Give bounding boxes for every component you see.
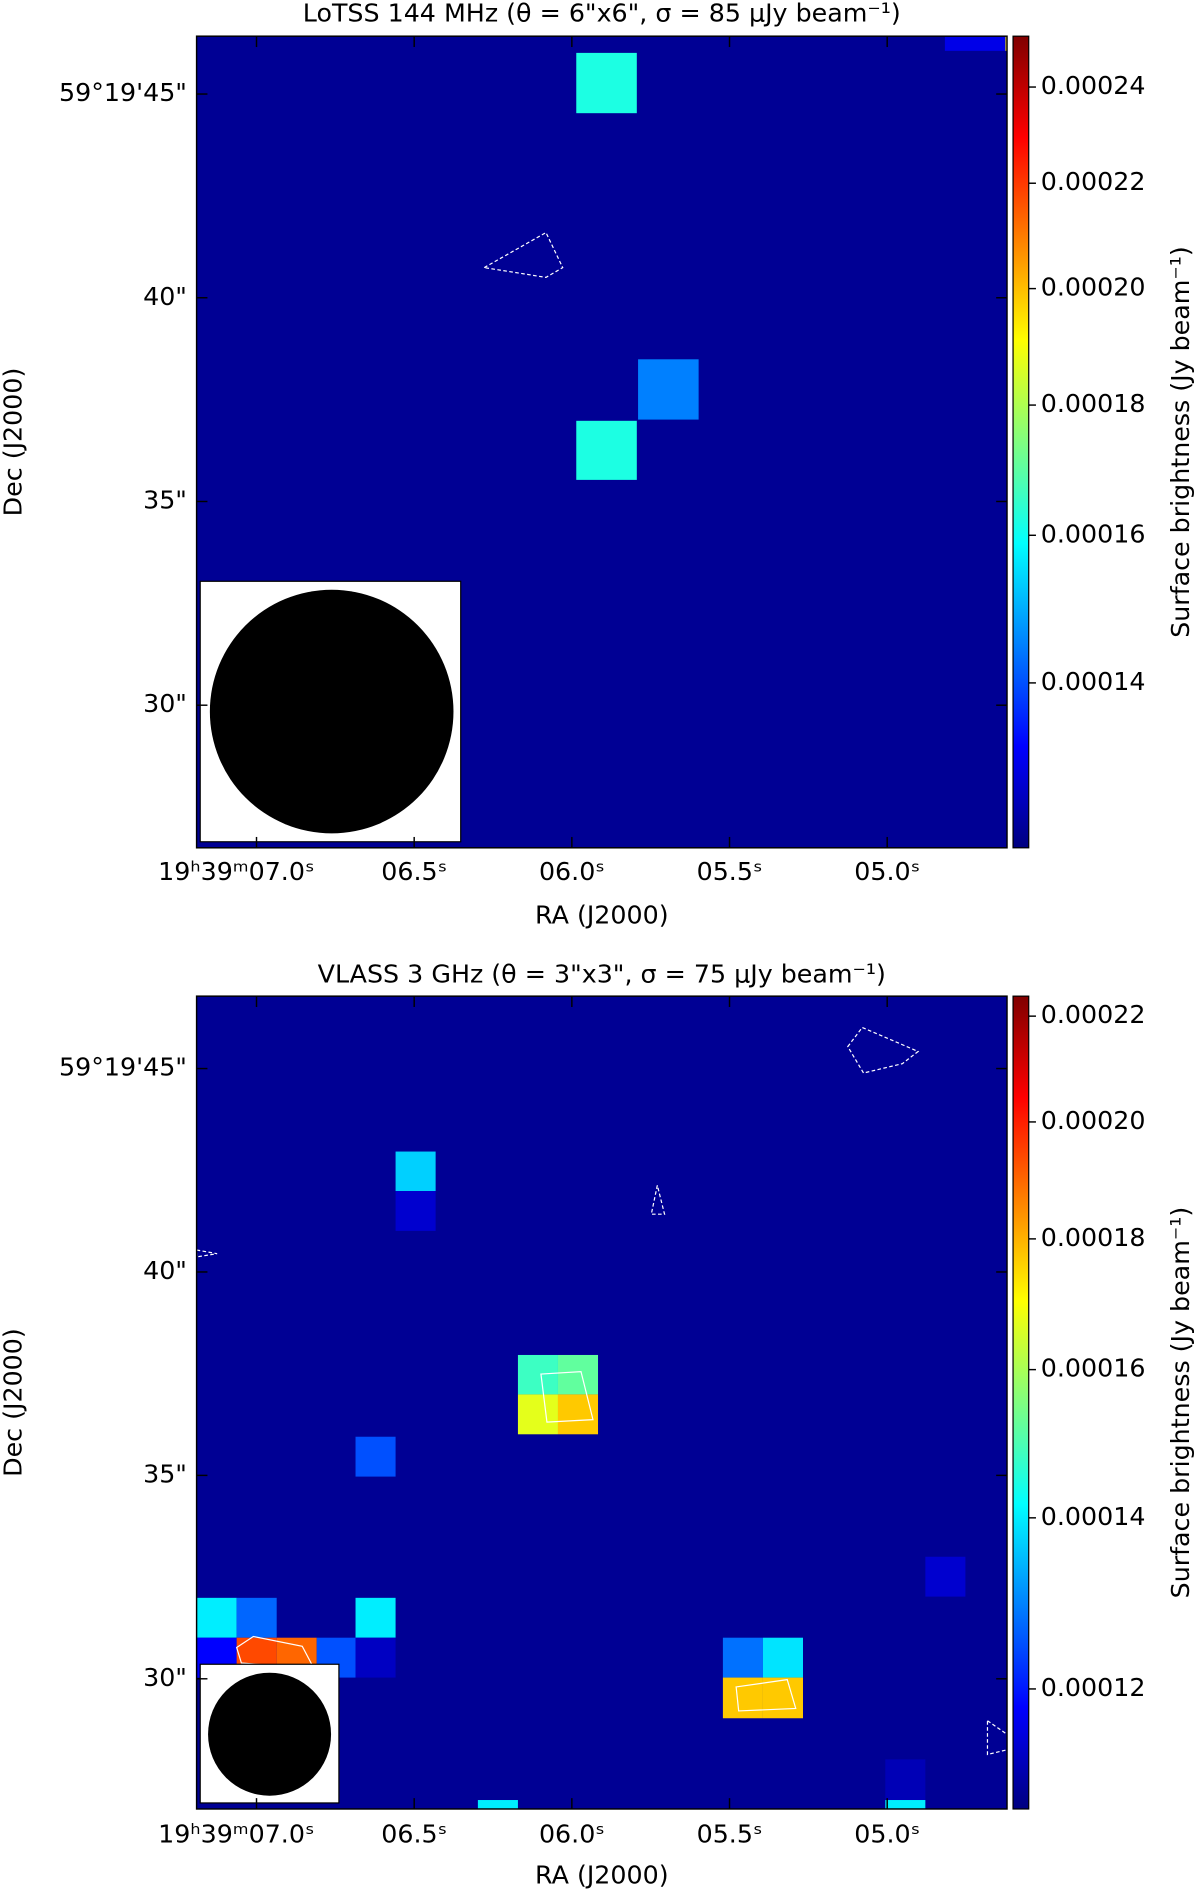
panel: 19ʰ39ᵐ07.0ˢ 06.5ˢ 06.0ˢ 05.5ˢ 05.0ˢ 59°19'45"… — [0, 959, 1195, 1890]
colorbar — [1012, 995, 1030, 1810]
pixel — [395, 1191, 436, 1231]
y-tick-label: 59°19'45" — [59, 77, 187, 107]
x-tick-label: 06.0ˢ — [539, 1819, 605, 1849]
pixel — [395, 1151, 436, 1192]
pixel — [762, 1677, 803, 1719]
contour — [235, 1635, 316, 1670]
colorbar-tick-label: 0.00014 — [1041, 666, 1146, 696]
pixel — [355, 1597, 396, 1638]
y-axis-label: Dec (J2000) — [0, 1328, 27, 1477]
colorbar-tick-label: 0.00022 — [1041, 999, 1146, 1029]
pixel — [1005, 36, 1008, 51]
axes-frame — [195, 35, 1008, 849]
pixel — [557, 1354, 599, 1395]
colorbar-tick-label: 0.00012 — [1041, 1672, 1146, 1702]
x-tick-label: 06.0ˢ — [539, 856, 605, 886]
pixel — [355, 1637, 396, 1678]
contour — [482, 231, 564, 279]
beam — [209, 589, 454, 834]
pixel — [638, 359, 699, 420]
panel: 19ʰ39ᵐ07.0ˢ 06.5ˢ 06.0ˢ 05.5ˢ 05.0ˢ 59°19'45"… — [0, 0, 1195, 930]
contour — [735, 1678, 797, 1712]
colorbar-tick-label: 0.00022 — [1041, 166, 1146, 196]
contour — [650, 1185, 666, 1215]
x-tick-label: 05.5ˢ — [697, 856, 763, 886]
pixel — [576, 420, 637, 480]
y-tick-label: 59°19'45" — [59, 1052, 187, 1082]
x-tick-label: 06.5ˢ — [381, 856, 447, 886]
pixel — [576, 52, 637, 114]
y-tick-label: 30" — [143, 1662, 187, 1692]
x-axis-label: RA (J2000) — [535, 1860, 669, 1890]
colorbar-label: Surface brightness (Jy beam⁻¹) — [1165, 1207, 1195, 1599]
colorbar-tick-label: 0.00018 — [1041, 388, 1146, 418]
colorbar-tick-label: 0.00020 — [1041, 272, 1146, 302]
colorbar-tick-label: 0.00020 — [1041, 1105, 1146, 1135]
colorbar — [1012, 35, 1030, 849]
y-tick-label: 30" — [143, 688, 187, 718]
x-axis-label: RA (J2000) — [535, 900, 669, 930]
contour — [847, 1026, 920, 1074]
x-tick-label: 19ʰ39ᵐ07.0ˢ — [158, 856, 314, 886]
pixel — [196, 1597, 237, 1638]
image — [196, 1026, 1008, 1809]
x-tick-label: 05.0ˢ — [854, 1819, 920, 1849]
pixel — [517, 1354, 558, 1395]
contour — [540, 1371, 594, 1423]
y-tick-label: 35" — [143, 1458, 187, 1488]
y-axis-label: Dec (J2000) — [0, 368, 27, 517]
contour — [196, 1249, 218, 1258]
colorbar-tick-label: 0.00018 — [1041, 1222, 1146, 1252]
beam — [208, 1672, 332, 1796]
colorbar-label: Surface brightness (Jy beam⁻¹) — [1165, 246, 1195, 638]
colorbar-tick-label: 0.00016 — [1041, 1353, 1146, 1383]
pixel — [477, 1800, 518, 1809]
pixel — [355, 1436, 396, 1477]
pixel — [885, 1759, 926, 1801]
panel-title: VLASS 3 GHz (θ = 3"x3", σ = 75 μJy beam⁻… — [318, 959, 886, 989]
x-tick-label: 05.0ˢ — [854, 856, 920, 886]
pixel — [722, 1637, 763, 1678]
colorbar-tick-label: 0.00014 — [1041, 1501, 1146, 1531]
pixel — [925, 1556, 966, 1597]
y-tick-label: 40" — [143, 1255, 187, 1285]
colorbar-tick-label: 0.00016 — [1041, 518, 1146, 548]
x-tick-label: 19ʰ39ᵐ07.0ˢ — [158, 1819, 314, 1849]
y-tick-label: 35" — [143, 484, 187, 514]
pixel — [944, 36, 1006, 51]
pixel — [517, 1394, 558, 1435]
pixel — [236, 1597, 277, 1638]
panel-title: LoTSS 144 MHz (θ = 6"x6", σ = 85 μJy bea… — [303, 0, 901, 27]
axes-frame — [195, 995, 1008, 1810]
x-tick-label: 06.5ˢ — [381, 1819, 447, 1849]
x-tick-label: 05.5ˢ — [697, 1819, 763, 1849]
image — [482, 36, 1008, 480]
colorbar-tick-label: 0.00024 — [1041, 70, 1146, 100]
pixel — [885, 1800, 926, 1809]
y-tick-label: 40" — [143, 281, 187, 311]
pixel — [762, 1637, 803, 1678]
